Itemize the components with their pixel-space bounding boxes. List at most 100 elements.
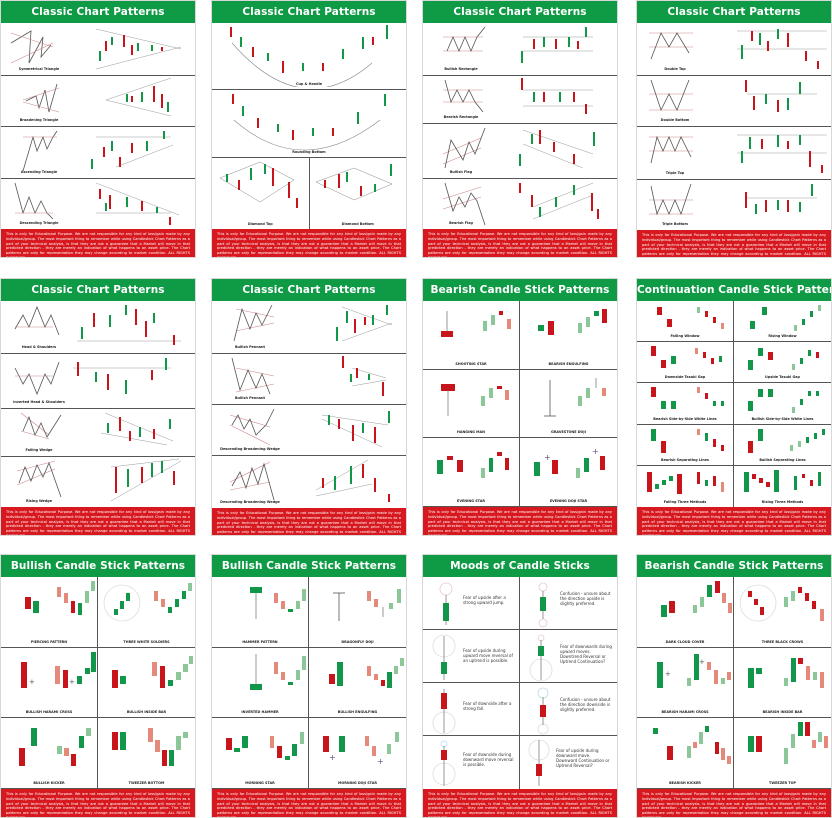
mood-description: Fear of downside during downward move re…	[463, 752, 514, 767]
pattern-label: Diamond Bottom	[341, 222, 374, 226]
pattern-label: Bullish Side-by-Side White Lines	[751, 416, 814, 421]
pattern-panel: + + BULLISH HARAMI CROSS	[1, 647, 98, 719]
pattern-label: Descending Broadening Wedge	[220, 447, 280, 451]
pattern-label: Rising Window	[768, 334, 797, 339]
pattern-panel: Bullish Flag	[423, 124, 617, 179]
svg-text:+: +	[592, 447, 599, 456]
pattern-label: BEARISH HARAMI CROSS	[661, 710, 709, 715]
svg-text:+: +	[29, 678, 35, 686]
pattern-label: Head & Shoulders	[21, 345, 57, 349]
pattern-panel: Ascending Triangle	[1, 127, 195, 179]
pattern-panel: BEARISH ENGULFING	[520, 301, 617, 370]
mood-description: Fear of upside during downward move. Dow…	[556, 748, 610, 768]
mood-description: Fear of downside after a strong fall.	[463, 701, 512, 711]
disclaimer: This is only for Educational Purpose. We…	[423, 789, 617, 817]
pattern-panel: Diamond Top Diamond Bottom	[212, 157, 406, 229]
svg-text:+: +	[699, 658, 705, 666]
pattern-panel: TWEEZER BOTTOM	[98, 718, 195, 789]
pattern-panel: Falling Three Methods	[637, 465, 734, 507]
pattern-label: THREE WHITE SOLDIERS	[123, 639, 170, 644]
pattern-label: Descending Triangle	[19, 220, 59, 225]
pattern-panel: Double Bottom	[637, 76, 831, 127]
pattern-label: Double Bottom	[660, 118, 690, 122]
pattern-label: INVERTED HAMMER	[241, 710, 279, 715]
pattern-panel: DARK CLOUD COVER	[637, 577, 734, 648]
pattern-label: TWEEZER BOTTOM	[128, 780, 165, 785]
poster-title: Bullish Candle Stick Patterns	[1, 555, 195, 577]
pattern-label: Bullish Pennant	[234, 396, 266, 400]
mood-item: Confusion - unsure about the direction u…	[520, 577, 617, 630]
mood-item: Fear of upside after a strong upward jum…	[423, 577, 520, 630]
pattern-panel: Rising Wedge	[1, 457, 195, 507]
pattern-label: Upside Tasuki Gap	[765, 375, 800, 380]
pattern-label: MORNING DOJI STAR	[338, 780, 377, 785]
pattern-label: Diamond Top	[247, 222, 273, 226]
pattern-label: BULLISH INSIDE BAR	[126, 710, 167, 715]
pattern-panel: Falling Wedge	[1, 409, 195, 457]
pattern-panel: THREE BLACK CROWS	[734, 577, 831, 648]
pattern-label: HANGING MAN	[457, 430, 485, 435]
pattern-label: DRAGONFLY DOJI	[341, 639, 374, 644]
disclaimer: This is only for Educational Purpose. We…	[637, 230, 831, 257]
poster-title: Classic Chart Patterns	[212, 1, 406, 23]
pattern-panel: Bullish Separating Lines	[734, 425, 831, 466]
pattern-label: Inverted Head & Shoulders	[13, 400, 65, 404]
pattern-panel: Bearish Side-by-Side White Lines	[637, 383, 734, 425]
pattern-panel: Bullish Side-by-Side White Lines	[734, 383, 831, 425]
poster-bullish-candles-2: Bullish Candle Stick Patterns HAMMER PAT…	[211, 554, 407, 818]
disclaimer: This is only for Educational Purpose. We…	[1, 229, 195, 257]
pattern-panel: PIERCING PATTERN	[1, 577, 98, 648]
pattern-label: Rising Wedge	[25, 499, 53, 503]
pattern-panel: Rounding Bottom	[212, 90, 406, 158]
pattern-panel: Descending Broadening Wedge	[212, 456, 406, 508]
pattern-label: EVENING STAR	[457, 498, 485, 503]
pattern-panel: Bearish Flag	[423, 179, 617, 229]
mood-item: Fear of downside after a strong fall.	[423, 683, 520, 736]
poster-continuation-candles: Continuation Candle Stick Patterns Falli…	[636, 278, 832, 536]
mood-item: Fear of downside during downward move re…	[423, 736, 520, 789]
pattern-panel: Downside Tasuki Gap	[637, 342, 734, 384]
poster-title: Classic Chart Patterns	[1, 279, 195, 301]
pattern-panel: Bullish Pennant	[212, 301, 406, 354]
pattern-panel: Bullish Pennant	[212, 354, 406, 405]
pattern-panel: + + MORNING DOJI STAR	[309, 718, 406, 789]
pattern-label: Triple Bottom	[662, 222, 688, 226]
disclaimer: This is only for Educational Purpose. We…	[423, 507, 617, 535]
poster-classic-rectangles: Classic Chart Patterns Bullish Rectangle…	[422, 0, 618, 258]
pattern-label: Rounding Bottom	[292, 149, 326, 154]
pattern-panel: HAMMER PATTERN	[212, 577, 309, 648]
pattern-label: Bullish Pennant	[234, 345, 266, 349]
poster-moods-of-candles: Moods of Candle Sticks Fear of upside af…	[422, 554, 618, 818]
mood-description: Fear of upside during upward move revers…	[463, 648, 513, 663]
svg-text:+: +	[329, 753, 336, 762]
pattern-panel: THREE WHITE SOLDIERS	[98, 577, 195, 648]
pattern-label: EVENING DOJI STAR	[549, 498, 588, 503]
pattern-label: Bullish Flag	[449, 170, 473, 174]
pattern-label: Rising Three Methods	[761, 500, 804, 504]
mood-description: Confusion - unsure about the direction d…	[560, 697, 611, 712]
pattern-label: Bearish Rectangle	[443, 115, 479, 119]
poster-classic-cup: Classic Chart Patterns Cup & Handle Roun…	[211, 0, 407, 258]
pattern-panel: Broadening Triangle	[1, 76, 195, 128]
pattern-label: TWEEZER TOP	[769, 780, 796, 785]
pattern-label: BEARISH INSIDE BAR	[762, 710, 803, 715]
pattern-panel: Bearish Separating Lines	[637, 424, 734, 466]
pattern-panel: GRAVESTONE DOJI	[520, 370, 617, 439]
pattern-label: GRAVESTONE DOJI	[551, 430, 586, 435]
mood-item: Fear of downwards during upward moves. D…	[520, 630, 617, 683]
pattern-label: Descending Broadening Wedge	[220, 500, 280, 504]
mood-item: Fear of upside during upward move revers…	[423, 630, 520, 683]
pattern-panel: EVENING STAR	[423, 438, 520, 507]
pattern-label: Cup & Handle	[295, 82, 323, 87]
pattern-label: BEARISH KICKER	[669, 780, 701, 785]
svg-text:+: +	[377, 757, 384, 766]
poster-title: Bearish Candle Stick Patterns	[637, 555, 831, 577]
poster-title: Classic Chart Patterns	[637, 1, 831, 23]
pattern-label: BULLISH ENGULFING	[337, 710, 378, 715]
pattern-panel: TWEEZER TOP	[734, 718, 831, 789]
pattern-panel: BULLISH ENGULFING	[309, 648, 406, 719]
poster-title: Continuation Candle Stick Patterns	[637, 279, 831, 301]
pattern-panel: SHOOTING STAR	[423, 301, 520, 370]
pattern-panel: Double Top	[637, 23, 831, 76]
pattern-label: BULLISH HARAMI CROSS	[25, 710, 73, 715]
